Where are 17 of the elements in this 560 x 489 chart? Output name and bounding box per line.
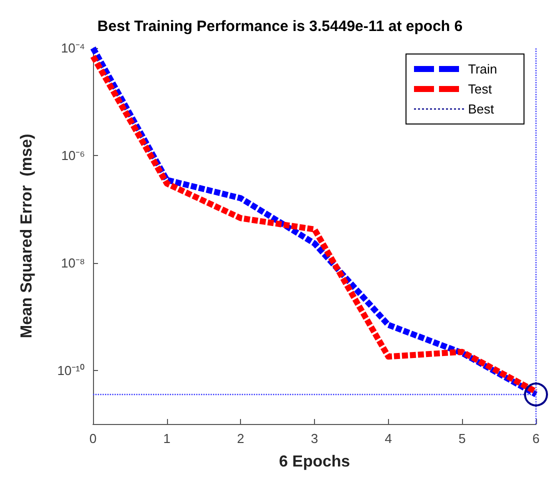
x-tick-label: 2 [237, 431, 244, 446]
y-axis-title: Mean Squared Error (mse) [18, 134, 36, 338]
y-tick-label: 10⁻¹⁰ [57, 362, 85, 378]
y-tick-label: 10⁻⁸ [61, 255, 85, 270]
x-tick-label: 5 [458, 431, 466, 446]
chart-title: Best Training Performance is 3.5449e-11 at epoch 6 [97, 18, 463, 35]
x-tick-label: 0 [89, 431, 97, 446]
x-tick-label: 3 [310, 431, 318, 446]
x-tick-label: 4 [384, 431, 392, 446]
x-tick-label: 1 [163, 431, 170, 446]
y-tick-label: 10⁻⁴ [60, 40, 85, 56]
y-tick-label: 10⁻⁶ [61, 148, 85, 163]
legend-label: Best [468, 102, 494, 116]
x-axis-title: 6 Epochs [278, 454, 350, 470]
x-tick-label: 6 [532, 431, 540, 446]
legend-label: Train [468, 62, 498, 76]
legend-label: Test [468, 82, 492, 96]
